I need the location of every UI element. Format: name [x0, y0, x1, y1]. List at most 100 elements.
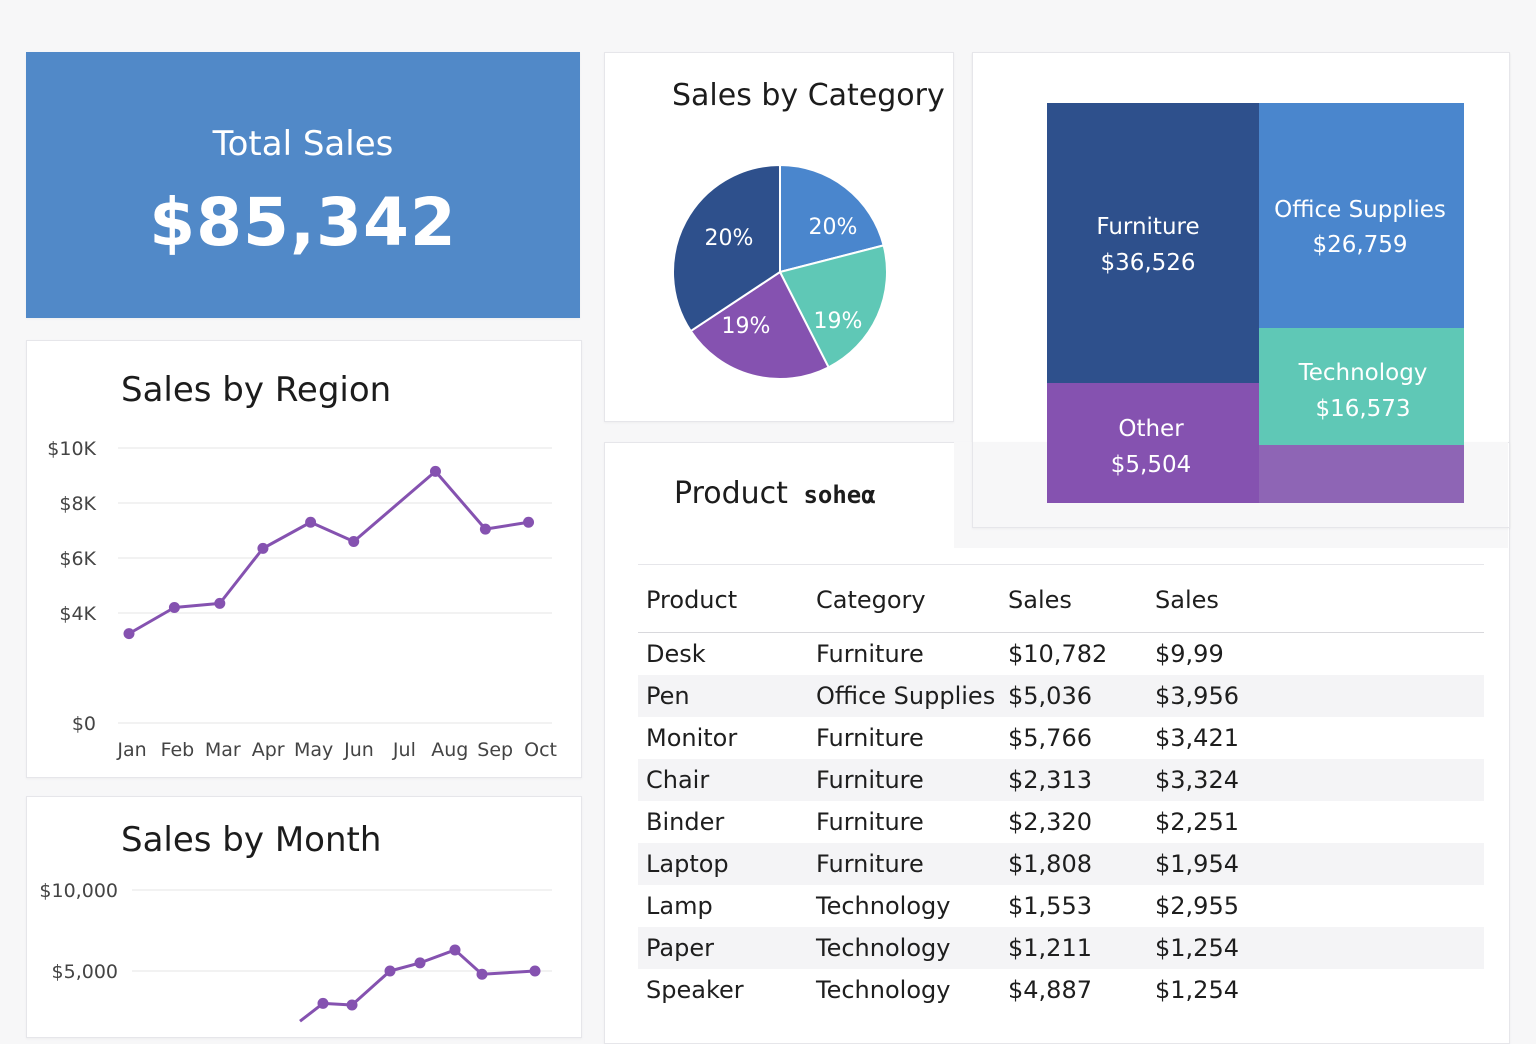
- column-header-product[interactable]: Product: [638, 568, 808, 633]
- column-header-sales[interactable]: Sales: [1000, 568, 1147, 633]
- table-row[interactable]: Laptop Furniture $1,808 $1,954: [638, 843, 1484, 885]
- table-row[interactable]: Chair Furniture $2,313 $3,324: [638, 759, 1484, 801]
- region-ytick-label: $8K: [59, 493, 96, 515]
- region-xtick-label: Oct: [524, 739, 557, 761]
- treemap-tile: [1259, 328, 1464, 445]
- cell-category: Technology: [816, 892, 951, 920]
- total-sales-title: Total Sales: [212, 124, 394, 164]
- cell-sales-2: $3,421: [1155, 724, 1239, 752]
- product-table-title-main: Product: [674, 476, 788, 511]
- cell-product: Chair: [638, 759, 808, 801]
- region-xtick-label: May: [294, 739, 333, 761]
- sales-by-region-card: [26, 340, 582, 778]
- cell-sales-2: $3,956: [1147, 675, 1484, 717]
- month-data-point: [529, 965, 541, 977]
- cell-sales: $1,553: [1008, 892, 1092, 920]
- cell-product: Speaker: [646, 976, 744, 1004]
- region-data-point: [523, 516, 535, 528]
- pie-slice-label: 20%: [809, 215, 858, 240]
- treemap-tile-value: $36,526: [1100, 250, 1195, 276]
- month-data-point: [414, 957, 426, 969]
- cell-sales: $5,036: [1000, 675, 1147, 717]
- cell-sales: $10,782: [1008, 640, 1108, 668]
- cell-category: Office Supplies: [808, 675, 1000, 717]
- region-xtick-label: Jun: [343, 739, 374, 761]
- month-data-point: [346, 999, 358, 1011]
- month-ytick-label: $10,000: [39, 880, 118, 902]
- cell-sales: $2,320: [1008, 808, 1092, 836]
- table-header-row: Product Category Sales Sales: [638, 568, 1484, 633]
- region-xtick-label: Apr: [252, 739, 285, 761]
- cell-product: Lamp: [646, 892, 713, 920]
- treemap-tile-value: $5,504: [1111, 452, 1191, 478]
- total-sales-card: Total Sales $85,342: [26, 52, 580, 318]
- treemap-tile: [1047, 383, 1259, 503]
- cell-sales-2: $1,954: [1147, 843, 1484, 885]
- region-data-point: [305, 516, 317, 528]
- region-data-point: [257, 542, 269, 554]
- table-row[interactable]: Paper Technology $1,211 $1,254: [638, 927, 1484, 969]
- region-data-point: [479, 523, 491, 535]
- column-header-sales-2[interactable]: Sales: [1147, 568, 1484, 633]
- treemap-tile-value: $16,573: [1315, 396, 1410, 422]
- month-data-point: [449, 944, 461, 956]
- month-data-point: [384, 965, 396, 977]
- region-ytick-label: $0: [72, 713, 96, 735]
- pie-slice: [778, 244, 888, 369]
- cell-category: Technology: [816, 976, 951, 1004]
- treemap-tile-value: $26,759: [1312, 232, 1407, 258]
- cell-sales: $4,887: [1008, 976, 1092, 1004]
- sales-by-month-title: Sales by Month: [121, 820, 382, 860]
- cell-sales-2: $1,254: [1155, 976, 1239, 1004]
- table-row[interactable]: Lamp Technology $1,553 $2,955: [638, 885, 1484, 927]
- table-row[interactable]: Desk Furniture $10,782 $9,99: [638, 633, 1484, 676]
- region-xtick-label: Feb: [161, 739, 195, 761]
- region-data-point: [348, 536, 360, 547]
- region-xtick-label: Aug: [431, 739, 468, 761]
- treemap-tile: [1259, 103, 1464, 328]
- treemap-tile-name: Office Supplies: [1274, 197, 1446, 223]
- region-ytick-label: $4K: [59, 603, 96, 625]
- cell-category: Furniture: [816, 808, 924, 836]
- cell-product: Binder: [646, 808, 725, 836]
- region-xtick-label: Mar: [205, 739, 241, 761]
- month-data-point: [317, 997, 329, 1009]
- table-row[interactable]: Binder Furniture $2,320 $2,251: [638, 801, 1484, 843]
- cell-product: Paper: [638, 927, 808, 969]
- region-series-line: [128, 469, 529, 635]
- treemap-tile-name: Furniture: [1096, 214, 1199, 240]
- cell-sales-2: $2,955: [1155, 892, 1239, 920]
- table-row[interactable]: Speaker Technology $4,887 $1,254: [638, 969, 1484, 1011]
- product-table-title-suffix: soheα: [803, 481, 876, 509]
- region-data-point: [123, 628, 135, 640]
- cell-category: Furniture: [808, 843, 1000, 885]
- pie-slice: [689, 270, 830, 380]
- month-ytick-label: $5,000: [52, 961, 118, 983]
- sales-by-month-card: [26, 796, 582, 1038]
- cell-product: Desk: [646, 640, 706, 668]
- cell-product: Laptop: [638, 843, 808, 885]
- table-row[interactable]: Pen Office Supplies $5,036 $3,956: [638, 675, 1484, 717]
- cell-sales-2: $2,251: [1155, 808, 1239, 836]
- sales-by-region-title: Sales by Region: [121, 370, 392, 410]
- month-data-point: [476, 968, 488, 980]
- region-data-point: [429, 465, 441, 477]
- pie-slice: [672, 163, 781, 333]
- region-data-point: [214, 597, 226, 609]
- treemap-card-front: [972, 52, 1510, 528]
- region-ytick-label: $6K: [59, 548, 96, 570]
- table-top-rule: [638, 564, 1484, 565]
- column-header-category[interactable]: Category: [808, 568, 1000, 633]
- cell-sales: $1,211: [1000, 927, 1147, 969]
- cell-category: Technology: [808, 927, 1000, 969]
- cell-sales: $2,313: [1000, 759, 1147, 801]
- pie-slice: [779, 163, 885, 274]
- pie-slice-label: 20%: [705, 226, 754, 251]
- table-row[interactable]: Monitor Furniture $5,766 $3,421: [638, 717, 1484, 759]
- product-table: Product Category Sales Sales Desk Furnitu…: [638, 568, 1484, 1011]
- cell-sales-2: $3,324: [1147, 759, 1484, 801]
- cell-category: Furniture: [808, 759, 1000, 801]
- cell-product: Pen: [638, 675, 808, 717]
- region-ytick-label: $10K: [47, 438, 96, 460]
